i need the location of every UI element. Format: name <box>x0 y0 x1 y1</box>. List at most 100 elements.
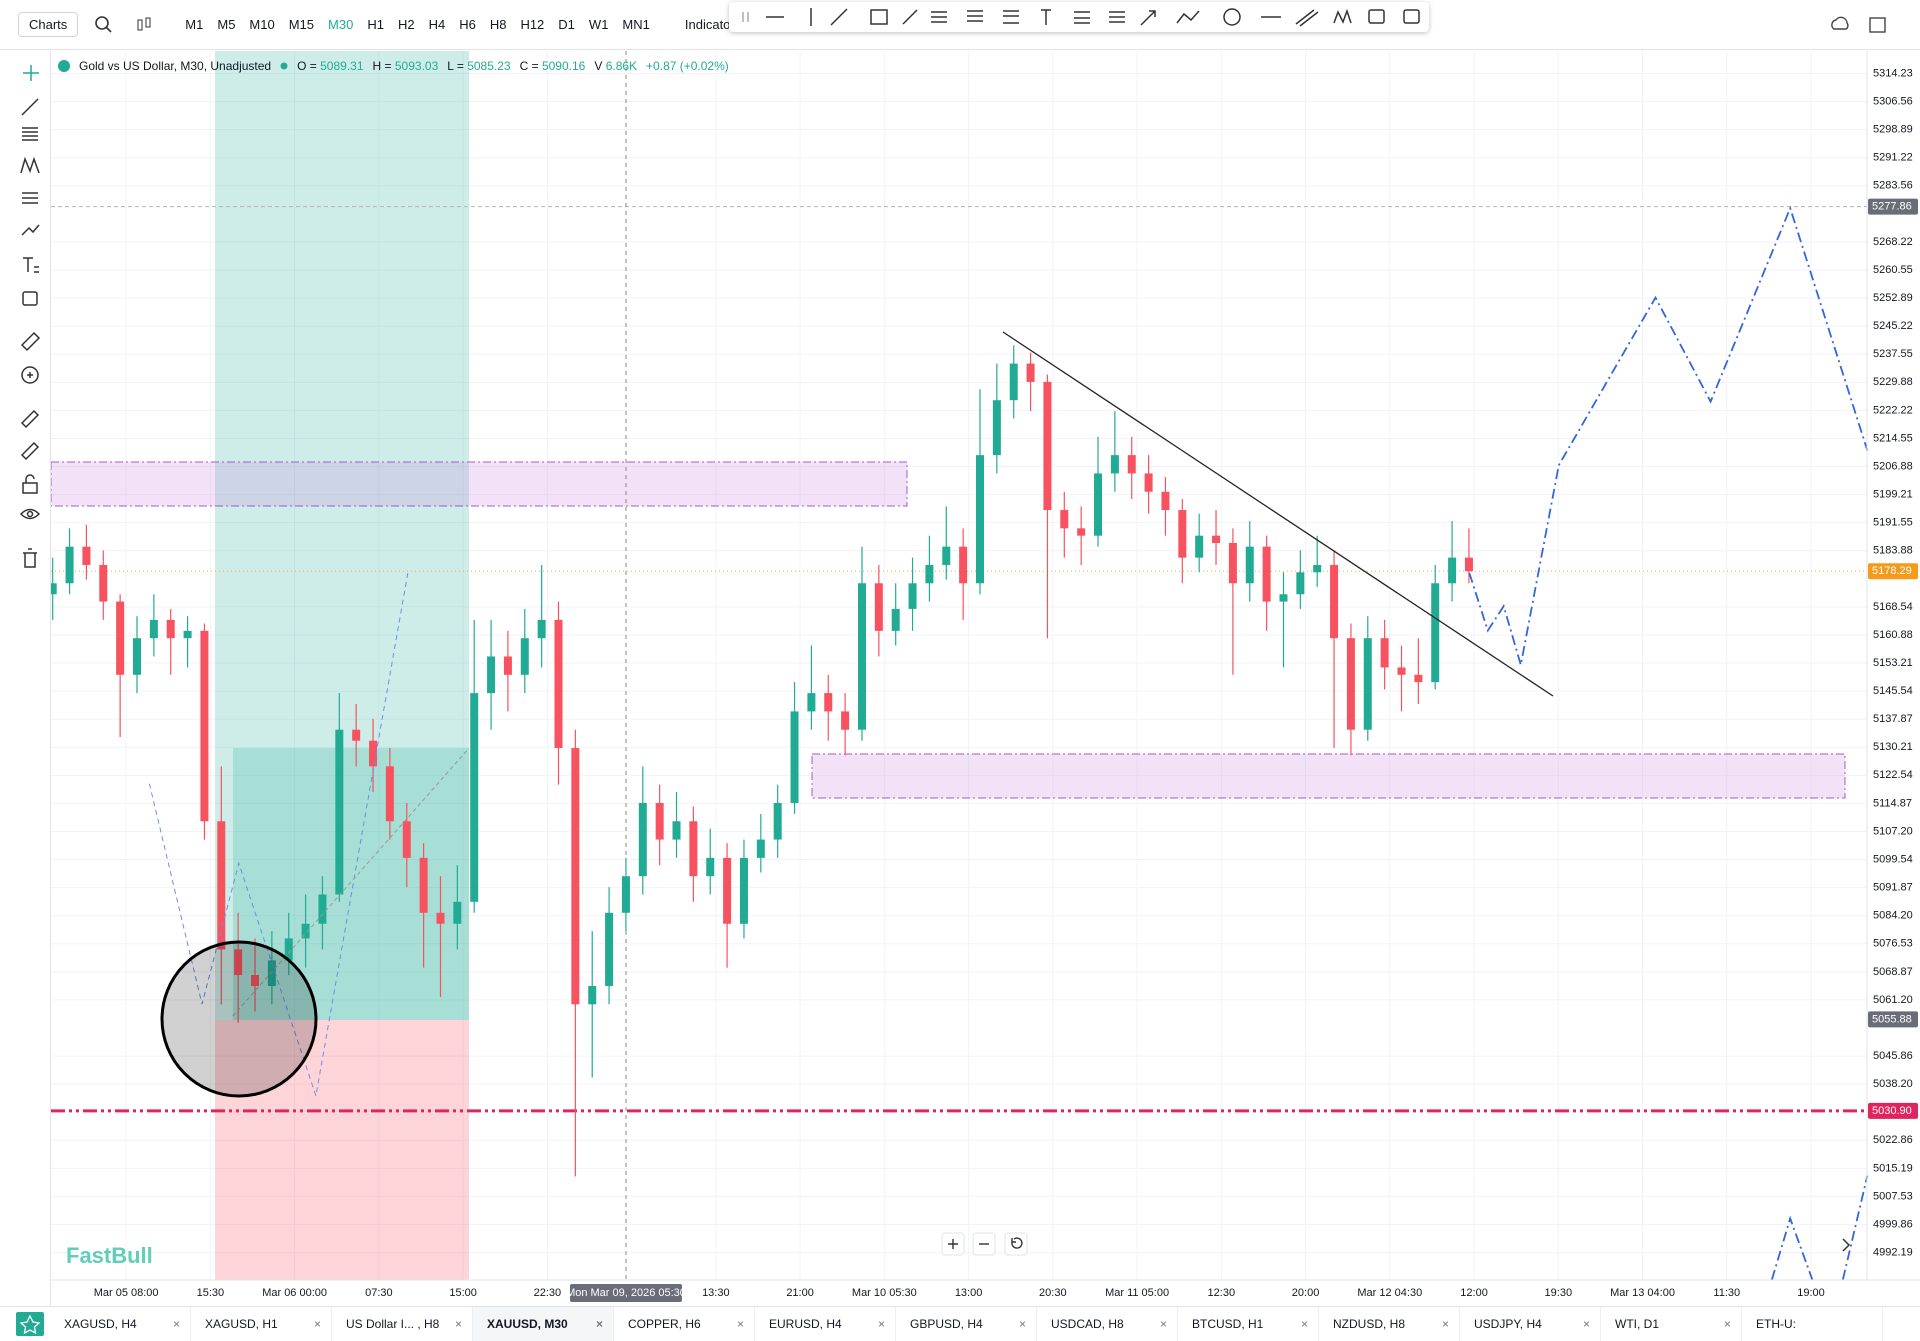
tab-close[interactable]: × <box>736 1317 744 1331</box>
chart: 5314.23 5306.56 5298.89 5291.22 5283.56 5268.… <box>48 51 1920 1302</box>
chart-type-icon[interactable] <box>134 15 154 35</box>
candle-body <box>537 619 546 639</box>
timeframe-button[interactable]: M15 <box>288 17 315 32</box>
tab[interactable]: ETH-U: <box>1742 1307 1883 1341</box>
symbol-logo <box>58 60 70 72</box>
price-tick-label: 5214.55 <box>1873 432 1913 444</box>
trend-line <box>1002 331 1554 697</box>
zoom-control[interactable] <box>941 1232 965 1256</box>
price-tick-label: 5160.88 <box>1873 629 1913 641</box>
tab-close[interactable]: × <box>1018 1317 1026 1331</box>
candle-body <box>1448 557 1457 584</box>
price-tick-label: 5145.54 <box>1873 685 1913 697</box>
timeframe-button[interactable]: H4 <box>428 17 446 32</box>
tab[interactable]: BTCUSD, H1 × <box>1178 1307 1319 1341</box>
time-tick-label: 21:00 <box>786 1287 814 1299</box>
timeframe-button[interactable]: H6 <box>459 17 476 32</box>
tab-label: GBPUSD, H4 <box>910 1317 983 1331</box>
candle-body <box>1195 535 1204 558</box>
time-tick-label: Mar 05 08:00 <box>94 1287 159 1299</box>
candle-body <box>116 601 125 675</box>
timeframe-button[interactable]: M5 <box>217 17 236 32</box>
price-tick-label: 5314.23 <box>1873 67 1913 79</box>
zoom-control[interactable] <box>972 1232 996 1256</box>
tab-label: NZDUSD, H8 <box>1333 1317 1406 1331</box>
tab-close[interactable]: × <box>454 1317 462 1331</box>
candle-body <box>1110 455 1119 474</box>
tab[interactable]: USDJPY, H4 × <box>1460 1307 1601 1341</box>
tab-close[interactable]: × <box>1723 1317 1731 1331</box>
timeframe-button[interactable]: D1 <box>558 17 575 32</box>
tab[interactable]: XAGUSD, H4 × <box>50 1307 191 1341</box>
price-tick-label: 5291.22 <box>1873 152 1913 164</box>
timeframe-button[interactable]: W1 <box>588 17 609 32</box>
tab-close[interactable]: × <box>1441 1317 1449 1331</box>
candle-body <box>1397 667 1406 675</box>
tab-close[interactable]: × <box>172 1317 180 1331</box>
tab-close[interactable]: × <box>595 1317 603 1331</box>
tab[interactable]: EURUSD, H4 × <box>755 1307 896 1341</box>
tab[interactable]: US Dollar I... , H8 × <box>332 1307 473 1341</box>
candle-body <box>1228 542 1237 584</box>
timeframe-button[interactable]: H12 <box>520 17 545 32</box>
price-tick-label: 5183.88 <box>1873 545 1913 557</box>
candle-body <box>436 912 445 924</box>
open-value: 5089.31 <box>320 59 364 73</box>
candle-body <box>1346 638 1355 730</box>
price-tick-label: 5168.54 <box>1873 601 1913 613</box>
volume-value: 6.86K <box>605 59 638 73</box>
tab[interactable]: USDCAD, H8 × <box>1037 1307 1178 1341</box>
candle-body <box>891 608 900 631</box>
timeframe-button[interactable]: H1 <box>367 17 384 32</box>
time-tick-label: 19:00 <box>1797 1287 1825 1299</box>
price-badge <box>1868 198 1918 215</box>
candle-body <box>655 802 664 840</box>
candle-body <box>82 546 91 565</box>
tab[interactable]: WTI, D1 × <box>1601 1307 1742 1341</box>
candle-body <box>1363 638 1372 730</box>
price-tick-label: 5283.56 <box>1873 180 1913 192</box>
tab-close[interactable]: × <box>313 1317 321 1331</box>
tab[interactable]: NZDUSD, H8 × <box>1319 1307 1460 1341</box>
tab-close[interactable]: × <box>877 1317 885 1331</box>
candle-body <box>267 960 276 987</box>
tab[interactable]: XAUUSD, M30 × <box>473 1307 614 1341</box>
candle-body <box>217 821 226 950</box>
timeframe-button[interactable]: M30 <box>328 17 354 32</box>
price-tick-label: 5206.88 <box>1873 460 1913 472</box>
search-icon[interactable] <box>94 15 114 35</box>
close-label: C = <box>519 59 539 73</box>
zoom-control[interactable] <box>1004 1232 1028 1256</box>
timeframe-button[interactable]: H8 <box>489 17 507 32</box>
tab-label: USDCAD, H8 <box>1051 1317 1124 1331</box>
timeframe-button[interactable]: H2 <box>397 17 415 32</box>
tab[interactable]: COPPER, H6 × <box>614 1307 755 1341</box>
tab-close[interactable]: × <box>1159 1317 1167 1331</box>
candle-body <box>1009 363 1018 401</box>
timeframe-button[interactable]: M10 <box>249 17 275 32</box>
candle-body <box>166 619 175 639</box>
candle-body <box>251 975 260 987</box>
candle-body <box>638 802 647 877</box>
timeframe-button[interactable]: M1 <box>185 17 204 32</box>
price-tick-label: 5222.22 <box>1873 404 1913 416</box>
time-tick-label: 20:30 <box>1039 1287 1067 1299</box>
tab-close[interactable]: × <box>1300 1317 1308 1331</box>
tab[interactable]: XAGUSD, H1 × <box>191 1307 332 1341</box>
price-tick-label: 5114.87 <box>1873 797 1912 809</box>
tab-close[interactable]: × <box>1582 1317 1590 1331</box>
candle-body <box>470 693 479 902</box>
tab[interactable]: GBPUSD, H4 × <box>896 1307 1037 1341</box>
candle-body <box>1077 528 1086 536</box>
grip <box>742 12 749 22</box>
top-right-icons <box>1831 16 1886 33</box>
candle-body <box>1380 638 1389 668</box>
charts-menu[interactable]: Charts <box>18 12 79 37</box>
projection-path <box>1468 205 1869 666</box>
indicators-button[interactable]: Indicators <box>684 17 742 32</box>
timeframe-button[interactable]: MN1 <box>622 17 650 32</box>
candle-body <box>824 693 833 712</box>
risk-reward-line <box>232 747 470 1017</box>
price-tick-label: 5268.22 <box>1873 236 1913 248</box>
favorites-icon[interactable] <box>0 1307 50 1341</box>
